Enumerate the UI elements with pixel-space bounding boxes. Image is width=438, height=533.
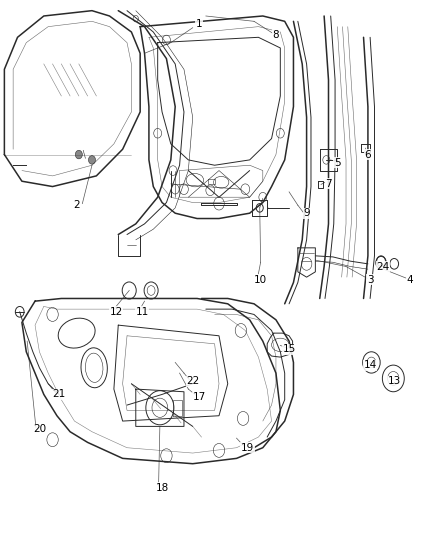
Text: 2: 2 <box>73 200 80 210</box>
Text: 19: 19 <box>241 443 254 453</box>
Text: 3: 3 <box>367 275 374 285</box>
Text: 22: 22 <box>186 376 199 386</box>
Text: 13: 13 <box>388 376 401 386</box>
Circle shape <box>75 150 82 159</box>
Text: 8: 8 <box>272 30 279 39</box>
Text: 18: 18 <box>155 483 169 492</box>
Text: 6: 6 <box>364 150 371 159</box>
Text: 10: 10 <box>254 275 267 285</box>
Text: 12: 12 <box>110 307 123 317</box>
Text: 11: 11 <box>136 307 149 317</box>
Text: 20: 20 <box>33 424 46 434</box>
Text: 1: 1 <box>196 19 203 29</box>
Text: 14: 14 <box>364 360 377 370</box>
Text: 4: 4 <box>406 275 413 285</box>
Text: 9: 9 <box>303 208 310 218</box>
Text: 7: 7 <box>325 179 332 189</box>
Text: 17: 17 <box>193 392 206 402</box>
Text: 5: 5 <box>334 158 341 167</box>
Circle shape <box>88 156 95 164</box>
Text: 24: 24 <box>377 262 390 271</box>
Text: 15: 15 <box>283 344 296 354</box>
Text: 21: 21 <box>53 390 66 399</box>
